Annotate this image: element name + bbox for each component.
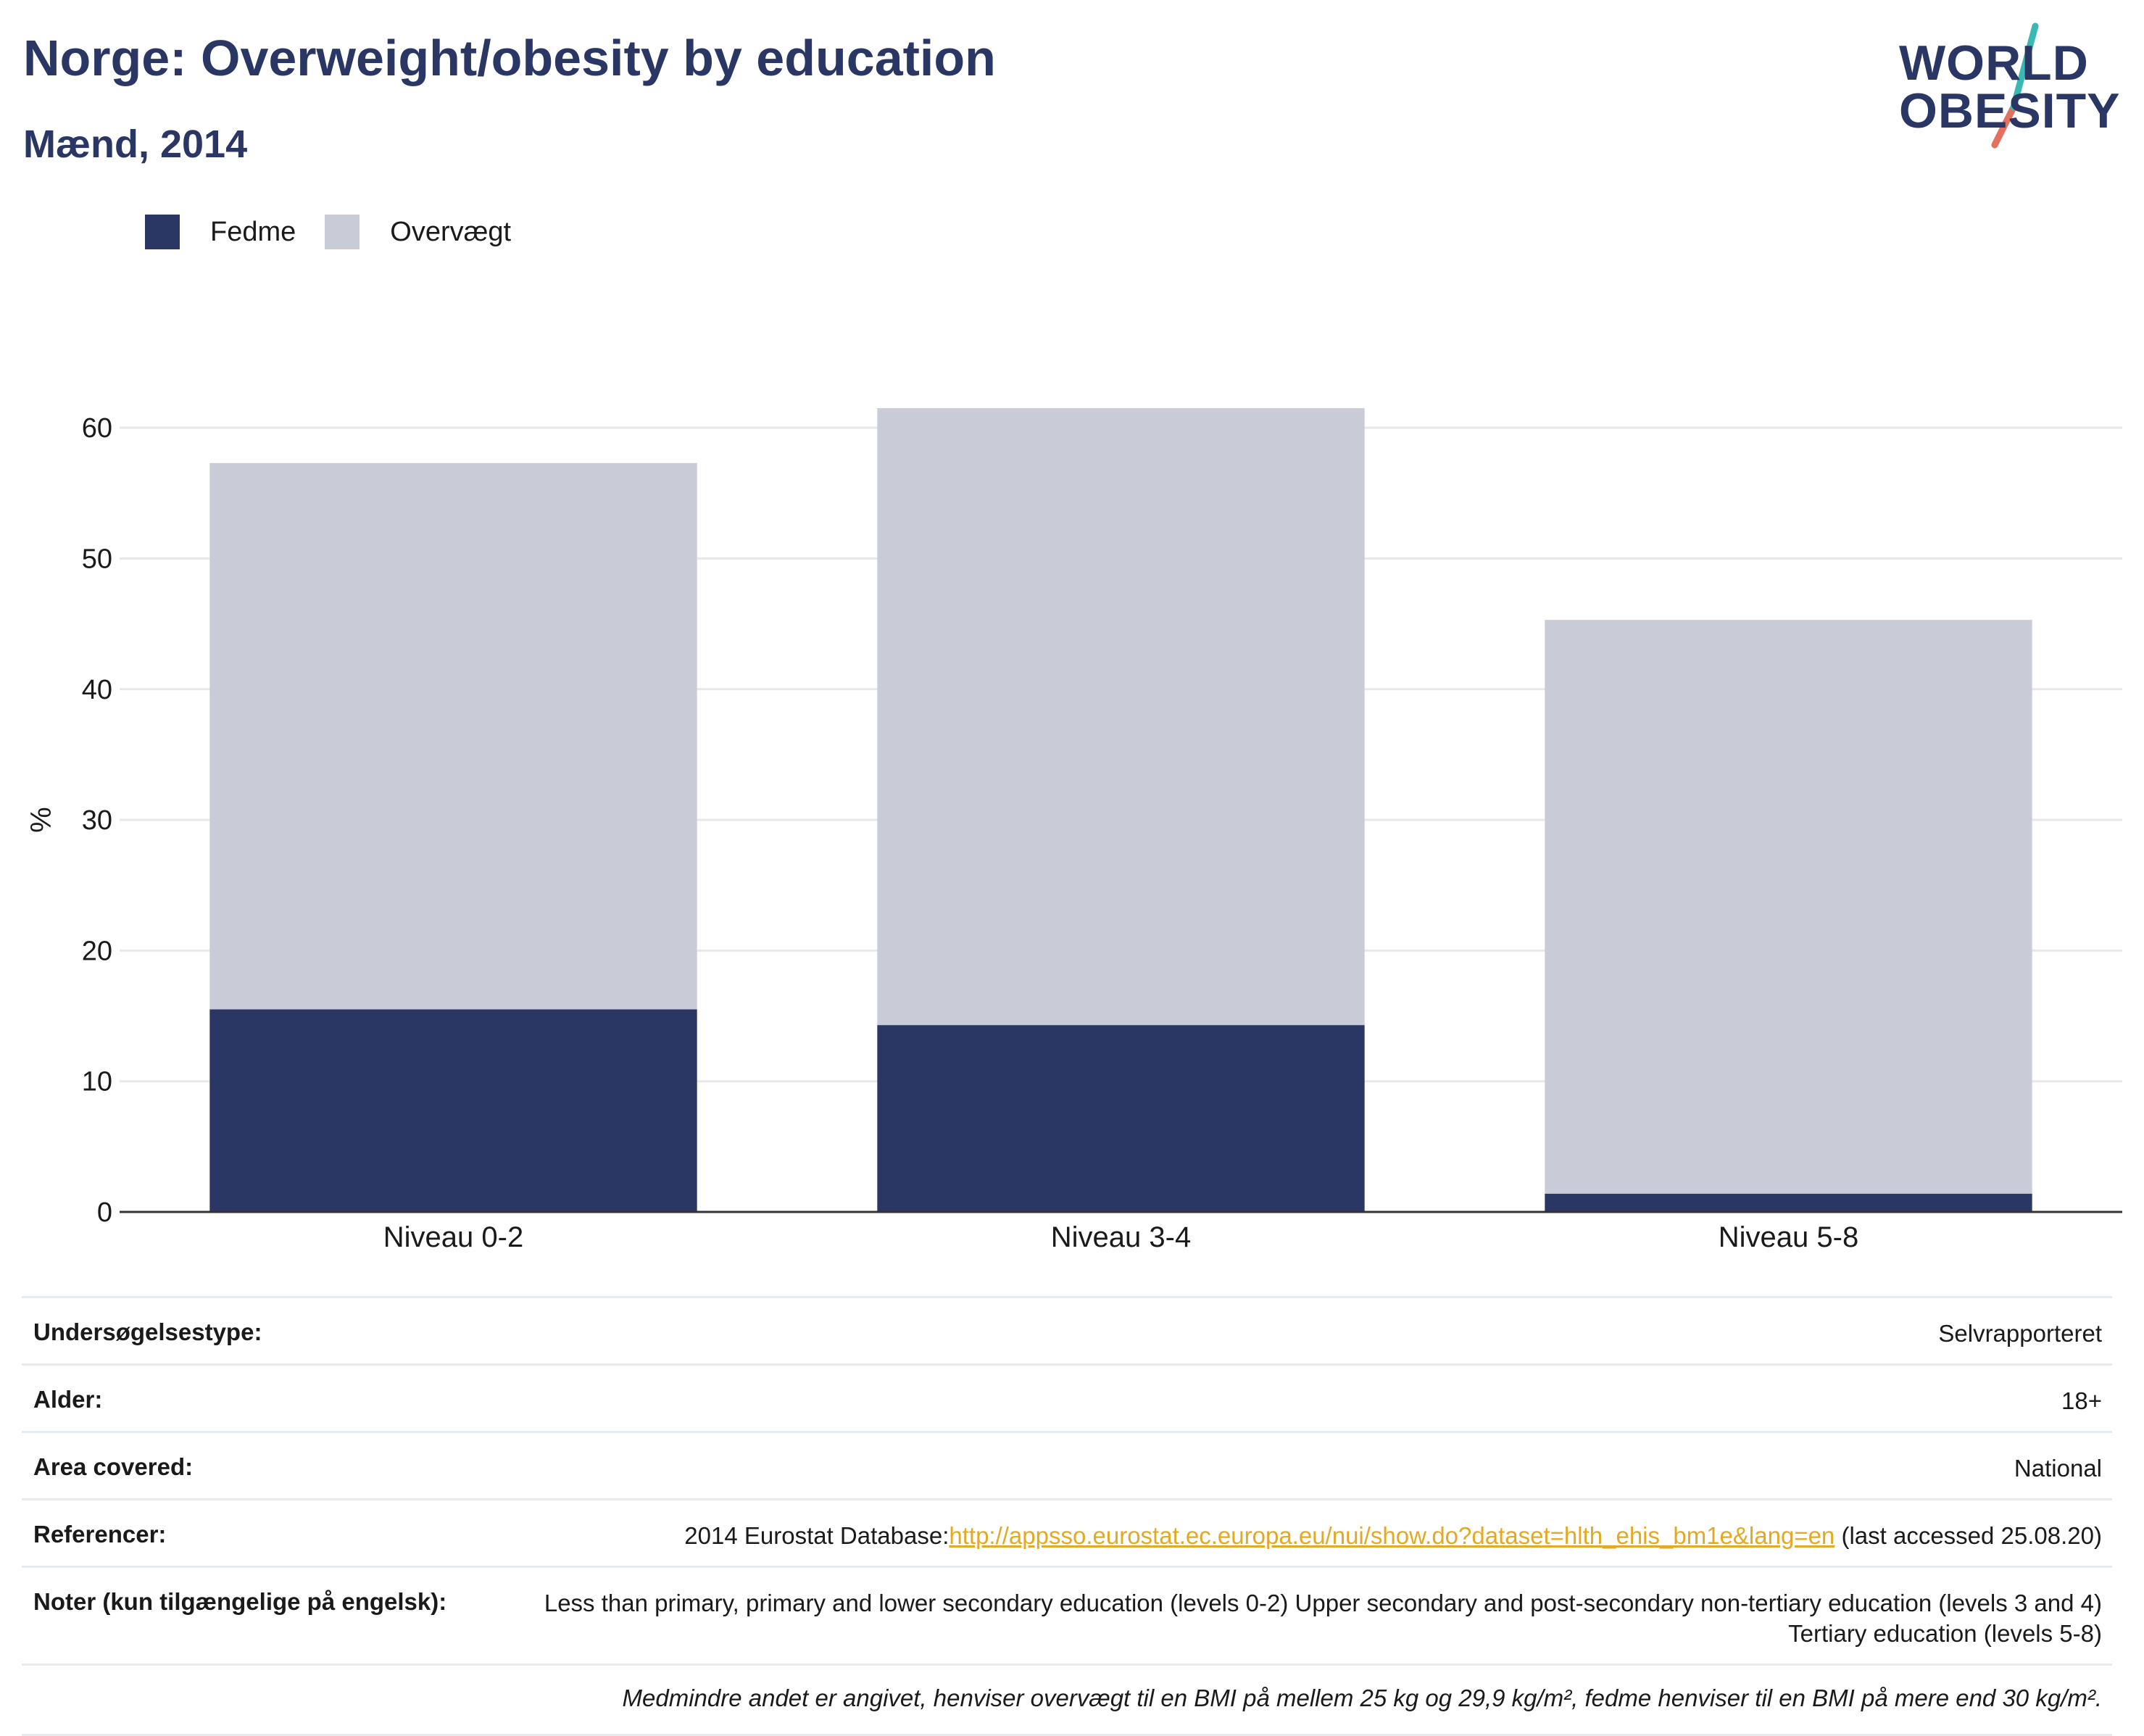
chart-title: Norge: Overweight/obesity by education: [23, 30, 996, 86]
meta-row-notes: Noter (kun tilgængelige på engelsk): Les…: [22, 1566, 2112, 1664]
y-tick-label: 40: [82, 675, 112, 705]
y-tick-label: 0: [97, 1197, 112, 1228]
x-tick-label: Niveau 0-2: [383, 1221, 523, 1253]
world-obesity-logo: WORLD OBESITY: [1885, 22, 2131, 152]
logo-line-2: OBESITY: [1899, 83, 2121, 138]
bar-overvaegt: [209, 462, 697, 1010]
logo-slash-icon: [1991, 22, 2039, 149]
chart-subtitle: Mænd, 2014: [23, 122, 248, 166]
meta-value: Selvrapporteret: [1938, 1320, 2102, 1347]
meta-value: 18+: [2061, 1387, 2102, 1414]
legend-swatch-overvaegt: [325, 215, 360, 249]
legend-label-fedme: Fedme: [210, 216, 296, 247]
meta-key: Undersøgelsestype:: [33, 1318, 262, 1345]
bar-fedme: [209, 1009, 697, 1212]
reference-link[interactable]: http://appsso.eurostat.ec.europa.eu/nui/…: [949, 1522, 1835, 1549]
meta-key: Noter (kun tilgængelige på engelsk):: [33, 1588, 447, 1615]
metadata-table: Undersøgelsestype: Selvrapporteret Alder…: [22, 1296, 2112, 1736]
meta-row-area: Area covered: National: [22, 1431, 2112, 1498]
y-tick-label: 20: [82, 936, 112, 966]
x-tick-label: Niveau 5-8: [1719, 1221, 1858, 1253]
legend-item-fedme[interactable]: Fedme: [145, 215, 296, 249]
meta-row-survey-type: Undersøgelsestype: Selvrapporteret: [22, 1296, 2112, 1363]
meta-value: Less than primary, primary and lower sec…: [544, 1590, 2102, 1647]
y-tick-label: 60: [82, 413, 112, 444]
logo-line-1: WORLD: [1899, 36, 2089, 91]
bar-fedme: [877, 1025, 1365, 1212]
y-tick-label: 10: [82, 1067, 112, 1097]
meta-value: National: [2014, 1455, 2102, 1482]
bar-overvaegt: [1545, 620, 2032, 1194]
bmi-footnote: Medmindre andet er angivet, henviser ove…: [22, 1664, 2112, 1736]
chart-legend: Fedme Overvægt: [145, 215, 540, 249]
meta-key: Area covered:: [33, 1453, 194, 1480]
meta-key: Alder:: [33, 1386, 103, 1413]
legend-swatch-fedme: [145, 215, 180, 249]
legend-label-overvaegt: Overvægt: [390, 216, 512, 247]
bar-fedme: [1545, 1193, 2032, 1212]
bar-overvaegt: [877, 408, 1365, 1026]
meta-value: 2014 Eurostat Database:http://appsso.eur…: [684, 1521, 2102, 1551]
meta-key: Referencer:: [33, 1521, 167, 1548]
reference-suffix: (last accessed 25.08.20): [1835, 1522, 2102, 1549]
meta-row-age: Alder: 18+: [22, 1363, 2112, 1431]
legend-item-overvaegt[interactable]: Overvægt: [325, 215, 511, 249]
x-tick-label: Niveau 3-4: [1051, 1221, 1191, 1253]
reference-prefix: 2014 Eurostat Database:: [684, 1522, 950, 1549]
y-tick-label: 50: [82, 544, 112, 574]
y-axis-label: %: [25, 807, 57, 833]
meta-row-references: Referencer: 2014 Eurostat Database:http:…: [22, 1498, 2112, 1566]
y-tick-label: 30: [82, 805, 112, 836]
stacked-bar-chart: 0 10 20 30 40 50 60% Niveau 0-2 Niveau 3-4 Niveau…: [25, 408, 2122, 1253]
